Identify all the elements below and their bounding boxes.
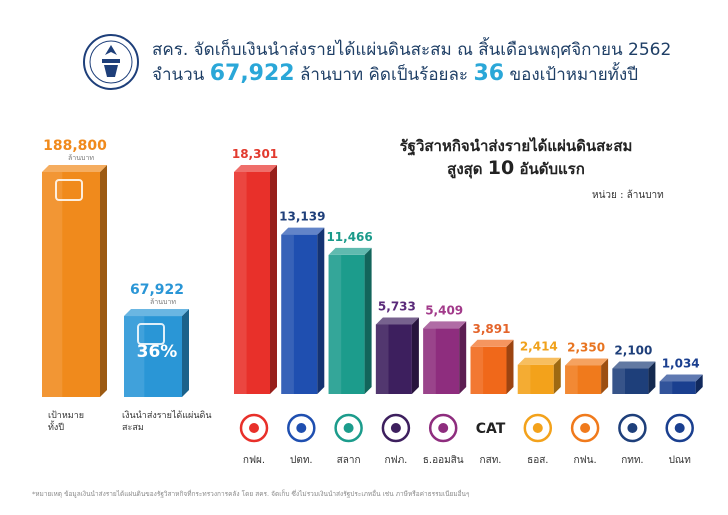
bar xyxy=(470,339,514,394)
left-bar-label: เงินนำส่งรายได้แผ่นดิน xyxy=(122,410,211,421)
chart-title: รัฐวิสาหกิจนำส่งรายได้แผ่นดินสะสม xyxy=(399,137,633,155)
bar xyxy=(423,321,467,394)
money-icon xyxy=(137,323,165,346)
bar-value-label: 18,301 xyxy=(232,147,278,161)
bar-value-label: 2,100 xyxy=(614,344,652,358)
header-text: ของเป้าหมายทั้งปี xyxy=(509,65,638,85)
bar-value-label: 13,139 xyxy=(279,210,325,224)
bar-value-label: 5,733 xyxy=(378,299,416,313)
bar xyxy=(565,358,609,394)
header-text: จำนวน xyxy=(152,65,205,85)
bar-value-label: 1,034 xyxy=(662,356,700,370)
cat-logo-icon: CAT xyxy=(476,421,506,437)
left-bar-value: 188,800 xyxy=(43,138,107,154)
left-bar xyxy=(124,309,189,397)
left-bar-unit: ล้านบาท xyxy=(150,298,176,306)
unit-label: หน่วย : ล้านบาท xyxy=(592,190,664,201)
money-icon xyxy=(55,179,83,201)
bar-category-label: สลาก xyxy=(337,455,361,466)
percent-annotation: 36% xyxy=(137,342,178,362)
bar-value-label: 2,414 xyxy=(520,340,558,354)
left-bar xyxy=(42,165,107,397)
header-line-1: สคร. จัดเก็บเงินนำส่งรายได้แผ่นดินสะสม ณ… xyxy=(152,40,672,60)
bar-category-label: ธอส. xyxy=(527,455,548,466)
government-seal-icon xyxy=(83,34,139,90)
bar-category-label: กฟน. xyxy=(574,455,597,466)
left-bar-label: เป้าหมาย xyxy=(48,410,84,421)
bar xyxy=(612,361,656,394)
header-text: ล้านบาท คิดเป็นร้อยละ xyxy=(300,65,469,85)
bar xyxy=(328,247,372,394)
bar xyxy=(281,227,325,394)
header-line-2: จำนวน 67,922 ล้านบาท คิดเป็นร้อยละ 36 ขอ… xyxy=(152,61,638,88)
subtitle-text: สูงสุด xyxy=(447,160,483,178)
bar-category-label: กฟผ. xyxy=(243,455,265,466)
left-bar-label: ทั้งปี xyxy=(48,420,64,433)
bar xyxy=(375,317,419,394)
footnote: *หมายเหตุ ข้อมูลเงินนำส่งรายได้แผ่นดินขอ… xyxy=(32,490,470,498)
bar-value-label: 2,350 xyxy=(567,340,605,354)
left-bar-label: สะสม xyxy=(122,423,144,433)
chart-subtitle: สูงสุด 10 อันดับแรก xyxy=(356,157,676,181)
bar-value-label: 5,409 xyxy=(425,303,463,317)
bar-category-label: ปณท xyxy=(669,455,691,466)
bar xyxy=(659,374,703,394)
header-amount: 67,922 xyxy=(209,61,295,86)
bar-category-label: ปตท. xyxy=(290,455,313,466)
subtitle-text: อันดับแรก xyxy=(519,160,585,178)
bar xyxy=(517,357,561,394)
subtitle-number: 10 xyxy=(487,157,515,179)
bar-category-label: กฟภ. xyxy=(384,455,407,466)
bar-category-label: กสท. xyxy=(480,455,502,466)
bar-value-label: 3,891 xyxy=(473,322,511,336)
header-percent: 36 xyxy=(473,61,505,86)
bar xyxy=(234,165,277,394)
bar-category-label: ธ.ออมสิน xyxy=(423,455,464,466)
left-bar-value: 67,922 xyxy=(130,282,184,298)
left-bar-unit: ล้านบาท xyxy=(68,154,94,162)
bar-value-label: 11,466 xyxy=(326,230,372,244)
bar-category-label: กทท. xyxy=(621,455,643,466)
